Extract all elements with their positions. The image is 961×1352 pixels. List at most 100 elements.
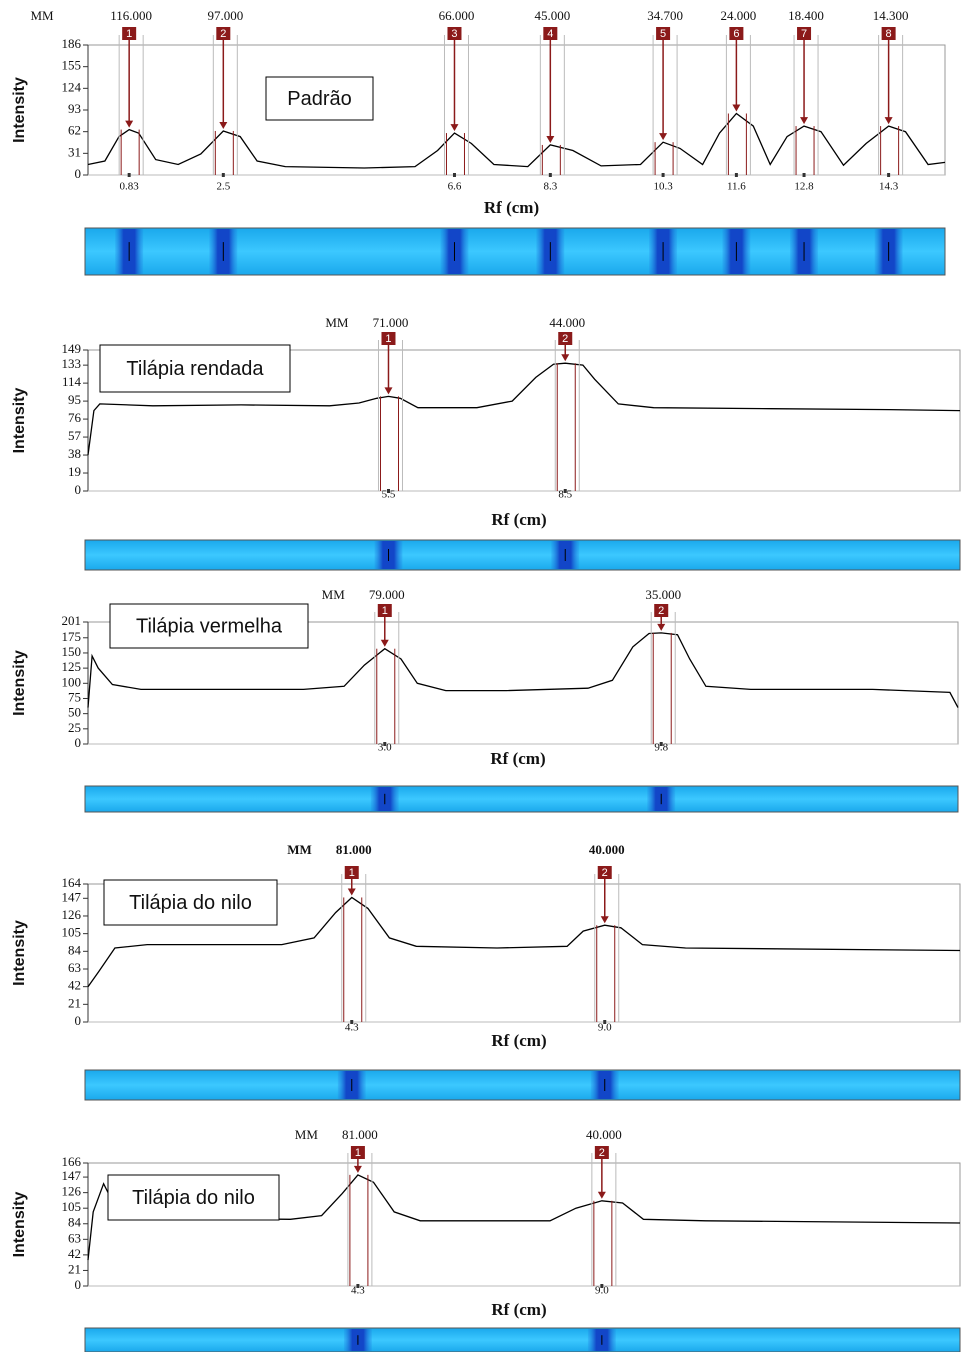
arrow-head (732, 104, 740, 111)
x-axis-label: Rf (cm) (491, 1300, 546, 1319)
y-tick-label: 105 (62, 925, 82, 940)
gel-lane (85, 1328, 960, 1352)
peak-number: 5 (660, 28, 666, 40)
y-tick-label: 57 (68, 428, 82, 443)
intensity-curve (88, 114, 945, 169)
molecular-mass: 66.000 (439, 8, 475, 23)
arrow-head (800, 117, 808, 124)
molecular-mass: 18.400 (788, 8, 824, 23)
arrow-head (546, 136, 554, 143)
y-tick-label: 63 (68, 960, 81, 975)
y-axis-label: Intensity (11, 388, 28, 454)
x-tick-label: 6.6 (448, 181, 462, 193)
molecular-mass: 81.000 (336, 842, 372, 857)
x-tick-label: 4.3 (345, 1022, 359, 1034)
y-tick-label: 0 (75, 166, 82, 181)
y-tick-label: 62 (68, 123, 81, 138)
molecular-mass: 40.000 (589, 842, 625, 857)
gel-lane (85, 1070, 960, 1100)
molecular-mass: 40.000 (586, 1127, 622, 1142)
mm-prefix: MM (30, 8, 54, 23)
plot-frame (88, 45, 945, 175)
y-axis-label: Intensity (11, 1192, 28, 1258)
y-tick-label: 100 (62, 674, 82, 689)
y-tick-label: 124 (62, 79, 82, 94)
y-tick-label: 149 (62, 341, 82, 356)
arrow-head (354, 1166, 362, 1173)
x-tick-label: 12.8 (794, 181, 814, 193)
y-axis-label: Intensity (11, 77, 28, 143)
x-tick-label: 8.3 (543, 181, 557, 193)
x-axis-label: Rf (cm) (484, 198, 539, 217)
y-tick-label: 0 (75, 1013, 82, 1028)
molecular-mass: 81.000 (342, 1127, 378, 1142)
figure: 0316293124155186IntensityRf (cm)0.831116… (0, 0, 961, 1352)
peak-number: 7 (801, 28, 807, 40)
arrow-head (598, 1192, 606, 1199)
molecular-mass: 79.000 (369, 587, 405, 602)
y-tick-label: 42 (68, 1246, 81, 1261)
y-tick-label: 38 (68, 446, 81, 461)
y-tick-label: 126 (62, 1184, 82, 1199)
mm-prefix: MM (295, 1127, 319, 1142)
y-tick-label: 84 (68, 1215, 82, 1230)
peak-number: 3 (451, 28, 457, 40)
peak-number: 2 (599, 1147, 605, 1159)
y-tick-label: 147 (62, 1168, 82, 1183)
molecular-mass: 116.000 (110, 8, 152, 23)
mm-prefix: MM (322, 587, 346, 602)
arrow-head (384, 387, 392, 394)
arrow-head (601, 916, 609, 923)
x-axis-label: Rf (cm) (491, 510, 546, 529)
y-tick-label: 164 (62, 875, 82, 890)
y-tick-label: 0 (75, 1277, 82, 1292)
y-tick-label: 125 (62, 659, 82, 674)
y-tick-label: 21 (68, 995, 81, 1010)
x-tick-label: 9.0 (595, 1285, 609, 1297)
molecular-mass: 71.000 (373, 315, 409, 330)
y-tick-label: 201 (62, 613, 82, 628)
y-tick-label: 166 (62, 1154, 82, 1169)
peak-number: 6 (733, 28, 739, 40)
sample-label: Padrão (287, 88, 352, 110)
arrow-head (348, 888, 356, 895)
y-tick-label: 133 (62, 356, 82, 371)
y-tick-label: 42 (68, 978, 81, 993)
y-tick-label: 95 (68, 392, 81, 407)
y-tick-label: 150 (62, 644, 82, 659)
y-tick-label: 126 (62, 907, 82, 922)
molecular-mass: 45.000 (534, 8, 570, 23)
y-tick-label: 147 (62, 889, 82, 904)
peak-number: 2 (562, 333, 568, 345)
peak-number: 2 (602, 867, 608, 879)
x-tick-label: 4.3 (351, 1285, 365, 1297)
y-tick-label: 31 (68, 144, 81, 159)
x-tick-label: 0.83 (120, 181, 140, 193)
y-tick-label: 175 (62, 629, 82, 644)
molecular-mass: 14.300 (873, 8, 909, 23)
y-tick-label: 114 (62, 374, 82, 389)
arrow-head (885, 117, 893, 124)
y-tick-label: 25 (68, 720, 81, 735)
y-tick-label: 0 (75, 482, 82, 497)
peak-number: 4 (547, 28, 553, 40)
gel-lane (85, 540, 960, 570)
peak-number: 1 (126, 28, 132, 40)
peak-number: 1 (355, 1147, 361, 1159)
gel-lane (85, 786, 958, 812)
x-tick-label: 11.6 (727, 181, 746, 193)
molecular-mass: 97.000 (207, 8, 243, 23)
y-tick-label: 19 (68, 464, 81, 479)
y-tick-label: 63 (68, 1230, 81, 1245)
x-axis-label: Rf (cm) (491, 1031, 546, 1050)
x-tick-label: 2.5 (216, 181, 230, 193)
peak-number: 2 (220, 28, 226, 40)
y-tick-label: 75 (68, 689, 81, 704)
y-tick-label: 105 (62, 1199, 82, 1214)
y-axis-label: Intensity (11, 920, 28, 986)
molecular-mass: 35.000 (645, 587, 681, 602)
arrow-head (219, 122, 227, 129)
peak-number: 1 (382, 605, 388, 617)
peak-number: 2 (658, 605, 664, 617)
y-tick-label: 84 (68, 942, 82, 957)
